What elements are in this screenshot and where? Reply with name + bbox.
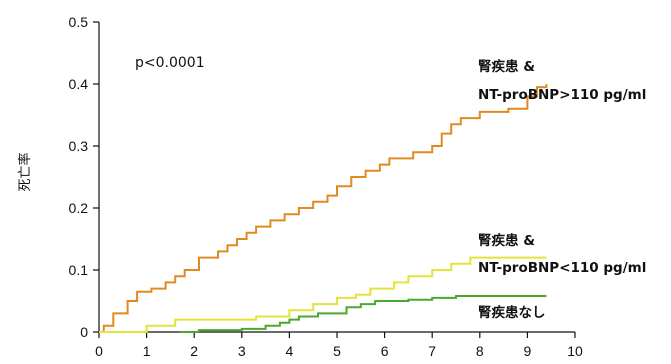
x-tick-label: 8: [476, 343, 484, 359]
y-tick-label: 0.1: [69, 262, 89, 278]
series-label-low: 腎疾患 & NT-proBNP<110 pg/ml: [478, 232, 646, 276]
x-tick-label: 10: [567, 343, 583, 359]
series-label-low-line1: 腎疾患 &: [478, 232, 535, 249]
x-ticks: 0 1 2 3 4 5 6 7 8 9 10: [95, 332, 583, 359]
series-label-high: 腎疾患 & NT-proBNP>110 pg/ml: [478, 58, 646, 103]
y-axis-title: 死亡率: [17, 152, 33, 191]
series-label-high-line2: NT-proBNP>110 pg/ml: [478, 87, 646, 103]
plot-area: 0 0.1 0.2 0.3 0.4 0.5 0 1 2 3 4 5 6 7 8 9 10: [69, 14, 583, 359]
x-tick-label: 4: [286, 343, 294, 359]
series-line-low-bnp: [99, 256, 547, 333]
x-tick-label: 0: [95, 343, 103, 359]
series-label-none: 腎疾患なし: [478, 304, 546, 321]
x-tick-label: 1: [143, 343, 151, 359]
series-label-high-line1: 腎疾患 &: [478, 58, 535, 75]
y-ticks: 0 0.1 0.2 0.3 0.4 0.5: [69, 14, 99, 340]
series-label-none-line1: 腎疾患なし: [478, 304, 546, 321]
y-tick-label: 0.5: [69, 14, 89, 30]
x-tick-label: 3: [238, 343, 246, 359]
x-tick-label: 9: [524, 343, 532, 359]
series-line-no-renal: [179, 295, 547, 333]
y-tick-label: 0.2: [69, 200, 89, 216]
series-label-low-line2: NT-proBNP<110 pg/ml: [478, 260, 646, 276]
x-tick-label: 5: [333, 343, 341, 359]
x-tick-label: 6: [381, 343, 389, 359]
y-tick-label: 0: [80, 324, 88, 340]
series-line-high-bnp: [99, 84, 548, 333]
series-layer: [99, 84, 548, 333]
x-tick-label: 7: [428, 343, 436, 359]
x-tick-label: 2: [190, 343, 198, 359]
y-tick-label: 0.4: [69, 76, 89, 92]
y-tick-label: 0.3: [69, 138, 89, 154]
p-value-annotation: p<0.0001: [135, 55, 205, 71]
